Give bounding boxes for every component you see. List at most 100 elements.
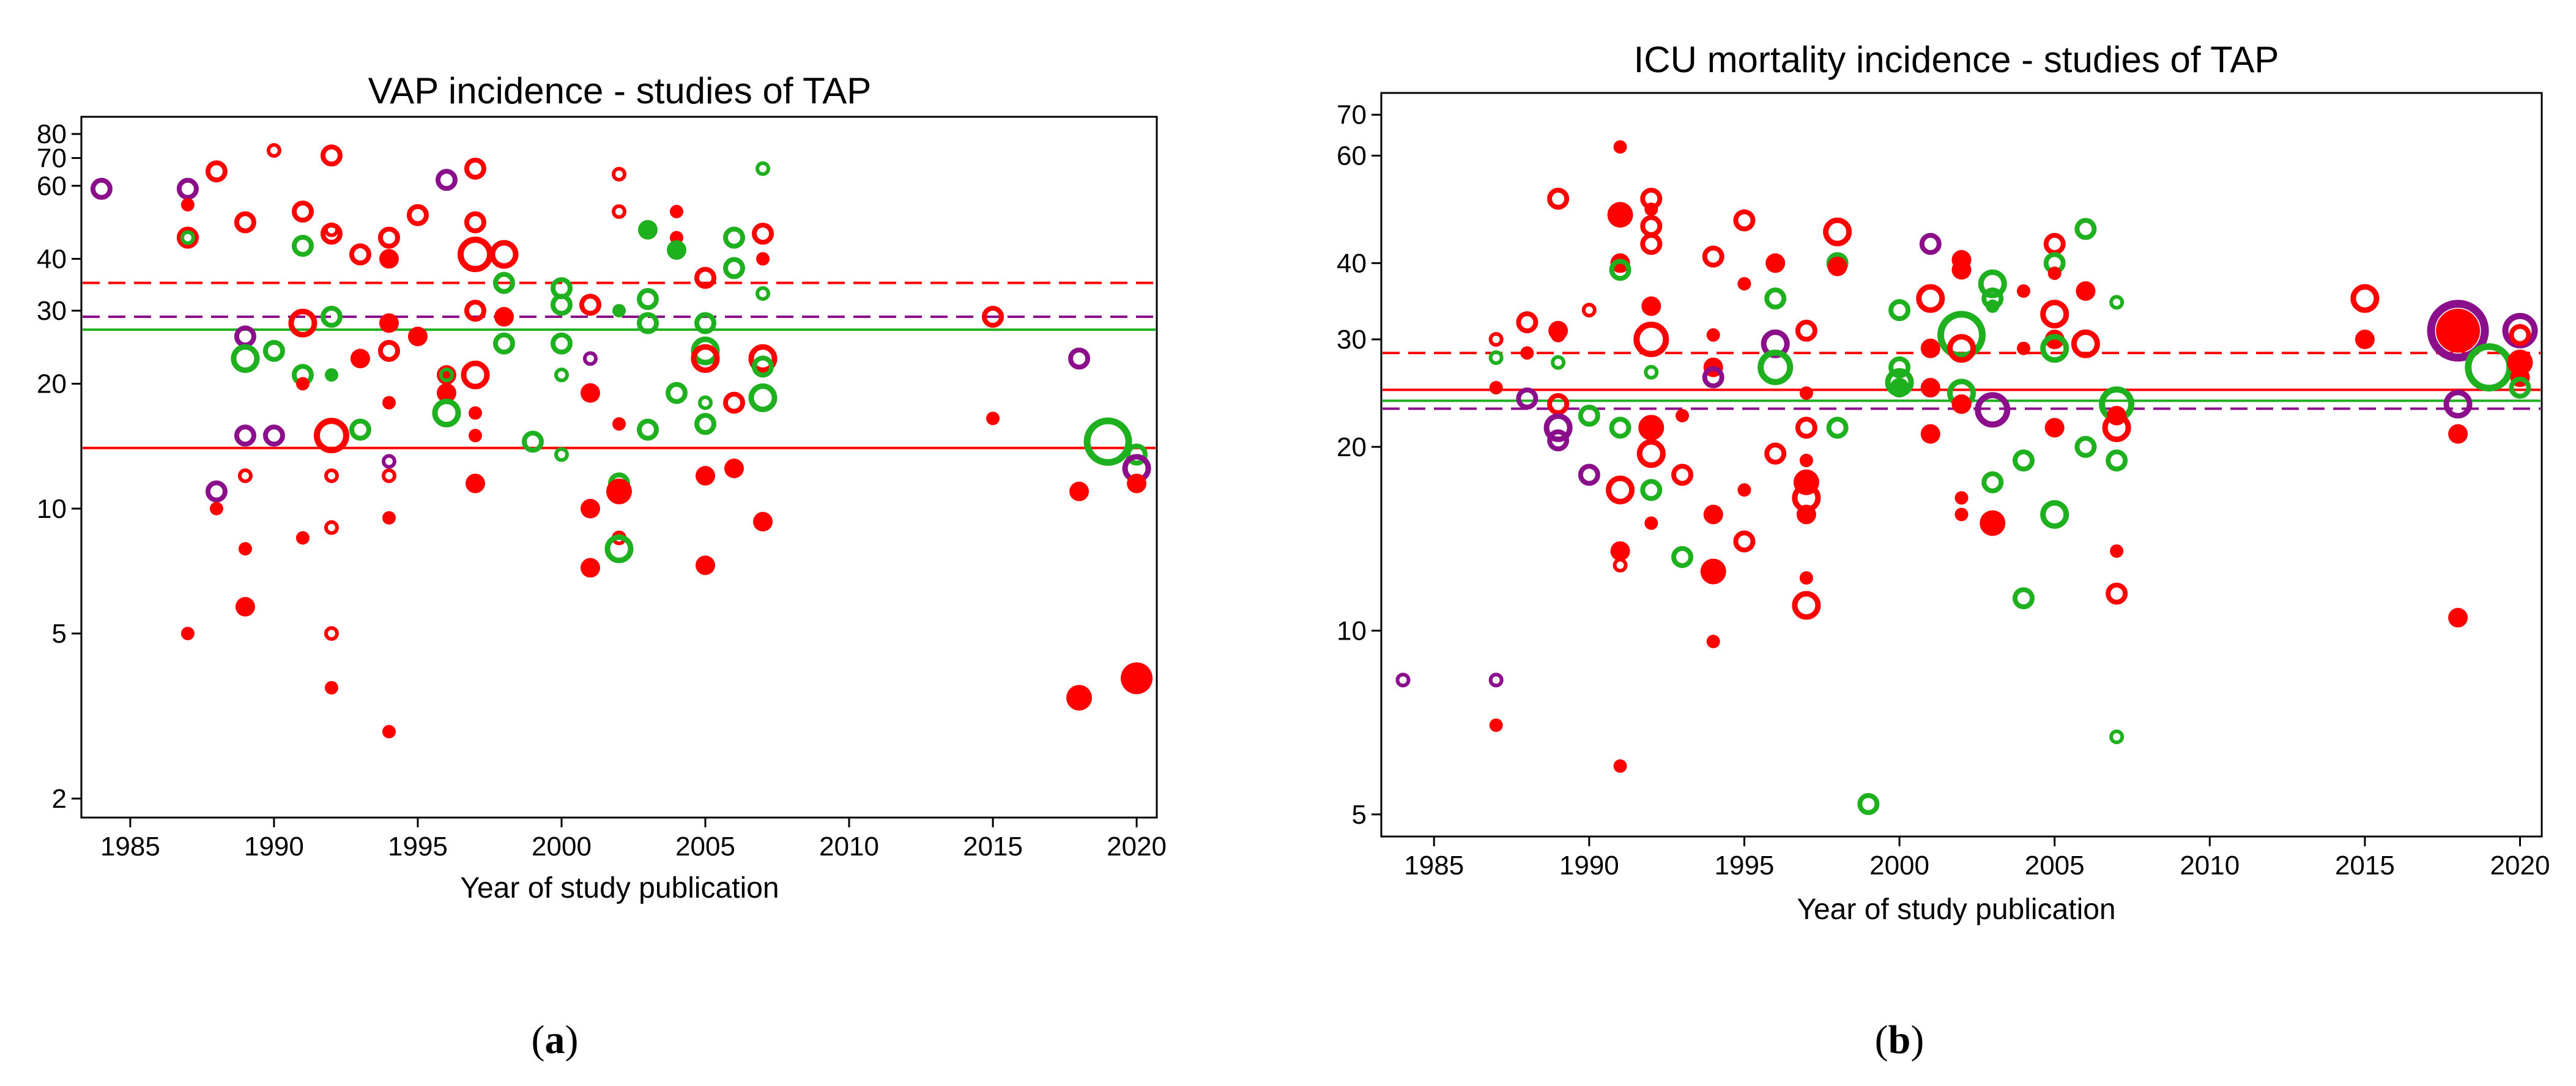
data-point-purple-open <box>1395 673 1411 688</box>
x-tick-label: 1990 <box>1559 851 1619 881</box>
data-point-green-open <box>698 395 713 410</box>
data-point-red-open <box>291 201 314 223</box>
data-point-green-open <box>1609 416 1631 439</box>
data-point-green-open <box>2109 295 2125 310</box>
data-point-green-open <box>748 383 778 413</box>
data-point-red-filled <box>2448 608 2468 628</box>
data-point-red-filled <box>986 412 1000 426</box>
y-tick-label: 40 <box>37 244 67 274</box>
data-point-red-open <box>349 243 371 266</box>
data-point-purple-open <box>205 480 228 503</box>
data-point-red-open <box>1606 475 1635 504</box>
data-point-red-open <box>1764 442 1787 465</box>
data-point-red-filled <box>1980 510 2006 536</box>
data-point-red-filled <box>1069 481 1089 501</box>
data-point-red-filled <box>1765 253 1786 273</box>
data-point-green-filled <box>612 304 626 318</box>
chart-title-a: VAP incidence - studies of TAP <box>368 70 872 111</box>
data-point-red-open <box>324 468 339 484</box>
data-point-red-filled <box>1607 202 1633 228</box>
data-point-green-open <box>1551 355 1566 370</box>
data-point-red-open <box>1792 591 1821 620</box>
data-point-red-open <box>464 211 486 234</box>
plot-frame <box>80 116 1158 819</box>
data-point-green-open <box>2012 587 2035 610</box>
data-point-red-filled <box>1799 571 1813 585</box>
data-point-red-open <box>1795 416 1817 439</box>
data-point-red-open <box>461 360 490 390</box>
data-point-red-open <box>313 418 349 454</box>
data-point-green-open <box>1640 479 1663 501</box>
y-tick-label: 70 <box>1337 100 1367 130</box>
plot-area-b: 5 10 20 30 40 60 70 1985 1990 1995 2000 2005 2010 201… <box>1337 92 2550 881</box>
x-tick-label: 2015 <box>963 832 1023 862</box>
data-point-red-open <box>752 223 774 245</box>
data-point-red-open <box>1581 303 1597 318</box>
data-point-red-filled <box>436 383 456 403</box>
data-point-purple-open <box>176 177 199 200</box>
data-point-red-open <box>377 339 400 362</box>
data-point-red-filled <box>1954 491 1969 505</box>
y-tick-label: 80 <box>37 119 67 149</box>
data-point-red-filled <box>1920 378 1940 398</box>
data-point-green-open <box>349 418 371 441</box>
x-tick-label: 2005 <box>2025 851 2085 881</box>
data-point-red-filled <box>382 511 396 525</box>
x-tick-label: 2010 <box>2180 851 2240 881</box>
data-point-red-open <box>1547 187 1570 210</box>
data-point-red-filled <box>1706 328 1720 342</box>
data-point-red-filled <box>1638 415 1665 441</box>
data-point-red-filled <box>580 383 600 403</box>
data-point-red-open <box>2043 232 2066 255</box>
data-point-purple-open <box>1578 464 1600 486</box>
data-point-red-open <box>723 391 746 414</box>
data-point-green-open <box>755 286 771 301</box>
x-tick-label: 2000 <box>1869 851 1929 881</box>
data-point-red-filled <box>1796 504 1816 525</box>
data-point-green-open <box>550 294 573 316</box>
data-point-green-open <box>1671 545 1694 568</box>
data-point-red-filled <box>2110 544 2124 558</box>
data-point-green-open <box>2012 449 2035 472</box>
panel-label-close-a: ) <box>565 1018 579 1062</box>
data-point-green-filled <box>638 220 658 240</box>
x-tick-label: 1985 <box>100 832 160 862</box>
y-tick-label: 20 <box>1337 432 1367 462</box>
data-point-red-filled <box>1121 662 1153 695</box>
data-point-red-filled <box>753 512 773 532</box>
data-point-green-open <box>694 413 717 435</box>
data-point-red-filled <box>612 417 626 431</box>
data-point-green-open <box>723 226 746 249</box>
x-axis-label-a: Year of study publication <box>460 872 779 904</box>
data-point-red-filled <box>756 252 770 266</box>
data-point-red-open <box>205 160 228 183</box>
data-point-red-open <box>748 344 778 373</box>
data-point-red-filled <box>1610 541 1630 561</box>
data-point-red-filled <box>295 531 310 545</box>
data-point-purple-open <box>90 177 113 200</box>
data-point-red-filled <box>1489 718 1503 732</box>
data-point-red-filled <box>324 681 338 695</box>
data-point-red-filled <box>379 249 399 269</box>
data-point-green-open <box>637 418 659 441</box>
data-point-red-open <box>1640 215 1663 237</box>
data-point-purple-open <box>2427 300 2489 362</box>
data-point-red-open <box>2102 413 2131 442</box>
data-point-red-filled <box>350 349 370 369</box>
data-point-green-open <box>1126 443 1148 466</box>
data-point-green-open <box>291 234 314 257</box>
chart-panel-b: ICU mortality incidence - studies of TAP… <box>1337 39 2550 1062</box>
data-point-red-filled <box>1827 256 1847 276</box>
data-point-red-filled <box>2448 424 2468 444</box>
data-point-green-filled <box>1890 378 1910 398</box>
data-point-green-open <box>439 368 454 383</box>
data-point-purple-open <box>1975 392 2011 428</box>
data-point-red-open <box>2040 300 2069 329</box>
data-point-purple-open <box>1543 413 1573 442</box>
data-point-red-open <box>237 468 253 484</box>
data-point-green-open <box>262 339 285 362</box>
data-point-green-open <box>1937 311 1986 360</box>
data-point-red-open <box>324 626 339 641</box>
data-point-red-open <box>2106 582 2128 605</box>
data-point-red-open <box>1516 311 1539 334</box>
